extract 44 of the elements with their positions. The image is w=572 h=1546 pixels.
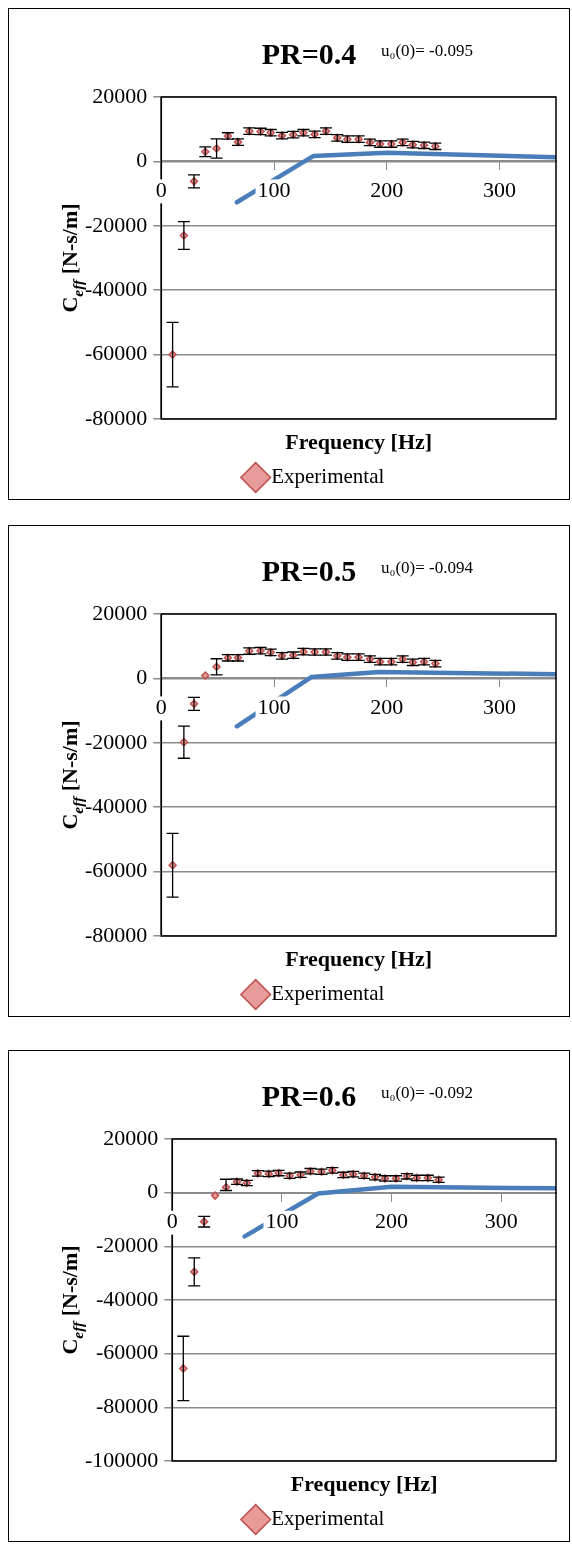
x-axis-title: Frequency [Hz] (285, 946, 433, 971)
x-tick-label: 100 (265, 1208, 299, 1234)
legend-label: Experimental (271, 464, 385, 489)
y-tick-label: -100000 (85, 1446, 159, 1472)
y-tick-label: 20000 (92, 82, 148, 108)
x-tick-label: 200 (370, 694, 404, 720)
y-tick-label: -60000 (85, 340, 148, 366)
y-tick-label: 0 (147, 1178, 159, 1204)
text: u₀(0)= -0.092 (381, 1083, 473, 1102)
x-tick-label: 200 (370, 177, 404, 203)
y-tick-label: -20000 (85, 211, 148, 237)
x-axis-title: Frequency [Hz] (285, 429, 433, 454)
y-tick-label: -40000 (96, 1285, 159, 1311)
y-axis-title: Ceff [N-s/m] (57, 720, 86, 830)
x-axis-title: Frequency [Hz] (290, 1471, 438, 1496)
legend-label: Experimental (271, 1506, 385, 1531)
y-tick-label: -60000 (85, 857, 148, 883)
chart-title: PR=0.6 (261, 1079, 357, 1112)
x-tick-label: 300 (483, 177, 517, 203)
y-tick-label: -80000 (85, 921, 148, 947)
y-tick-label: 0 (136, 664, 148, 690)
y-tick-label: 20000 (92, 599, 148, 625)
chart-title: PR=0.4 (261, 37, 357, 70)
y-tick-label: -60000 (96, 1339, 159, 1365)
y-tick-label: -20000 (85, 728, 148, 754)
chart-title: PR=0.5 (261, 554, 357, 587)
x-tick-label: 100 (257, 177, 291, 203)
x-tick-label: 0 (166, 1208, 178, 1234)
x-tick-label: 200 (375, 1208, 409, 1234)
x-tick-label: 100 (257, 694, 291, 720)
y-tick-label: 20000 (103, 1124, 159, 1150)
y-axis-title: Ceff [N-s/m] (57, 203, 86, 313)
text: u₀(0)= -0.095 (381, 41, 473, 60)
x-tick-label: 300 (484, 1208, 518, 1234)
y-axis-title: Ceff [N-s/m] (57, 1245, 86, 1355)
text: u₀(0)= -0.094 (381, 558, 474, 577)
y-tick-label: -80000 (85, 404, 148, 430)
y-tick-label: -40000 (85, 792, 148, 818)
x-tick-label: 300 (483, 694, 517, 720)
y-tick-label: -20000 (96, 1232, 159, 1258)
y-tick-label: -40000 (85, 275, 148, 301)
legend-label: Experimental (271, 981, 385, 1006)
y-tick-label: 0 (136, 147, 148, 173)
y-tick-label: -80000 (96, 1393, 159, 1419)
